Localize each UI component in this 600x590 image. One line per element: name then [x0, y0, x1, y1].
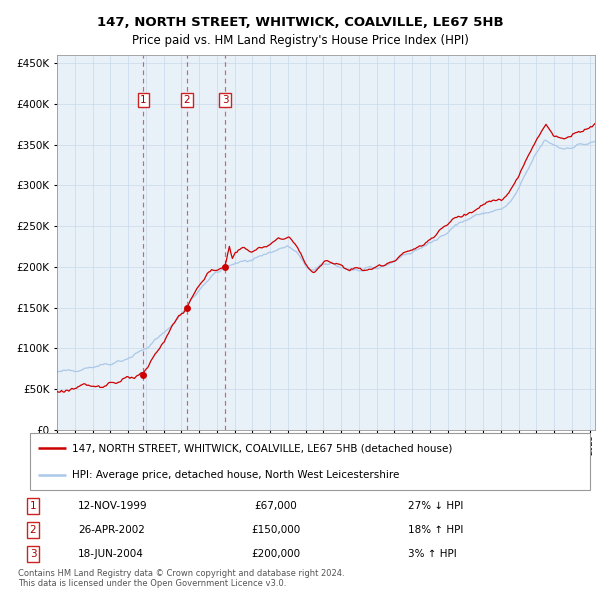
Text: £150,000: £150,000 [251, 525, 301, 535]
Text: 26-APR-2002: 26-APR-2002 [78, 525, 145, 535]
Text: £200,000: £200,000 [251, 549, 301, 559]
Text: 3: 3 [29, 549, 37, 559]
Text: HPI: Average price, detached house, North West Leicestershire: HPI: Average price, detached house, Nort… [72, 470, 400, 480]
Text: 1: 1 [29, 501, 37, 511]
Text: 27% ↓ HPI: 27% ↓ HPI [408, 501, 463, 511]
Text: 2: 2 [29, 525, 37, 535]
FancyBboxPatch shape [30, 433, 590, 490]
Text: 3: 3 [221, 95, 228, 105]
Text: 147, NORTH STREET, WHITWICK, COALVILLE, LE67 5HB: 147, NORTH STREET, WHITWICK, COALVILLE, … [97, 16, 503, 29]
Text: 3% ↑ HPI: 3% ↑ HPI [408, 549, 457, 559]
Text: 1: 1 [140, 95, 147, 105]
Text: Contains HM Land Registry data © Crown copyright and database right 2024.: Contains HM Land Registry data © Crown c… [18, 569, 344, 578]
Text: £67,000: £67,000 [254, 501, 298, 511]
Text: 18% ↑ HPI: 18% ↑ HPI [408, 525, 463, 535]
Text: This data is licensed under the Open Government Licence v3.0.: This data is licensed under the Open Gov… [18, 579, 286, 588]
Text: 12-NOV-1999: 12-NOV-1999 [78, 501, 148, 511]
Text: 2: 2 [184, 95, 190, 105]
Text: 147, NORTH STREET, WHITWICK, COALVILLE, LE67 5HB (detached house): 147, NORTH STREET, WHITWICK, COALVILLE, … [72, 444, 452, 453]
Text: 18-JUN-2004: 18-JUN-2004 [78, 549, 144, 559]
Text: Price paid vs. HM Land Registry's House Price Index (HPI): Price paid vs. HM Land Registry's House … [131, 34, 469, 47]
